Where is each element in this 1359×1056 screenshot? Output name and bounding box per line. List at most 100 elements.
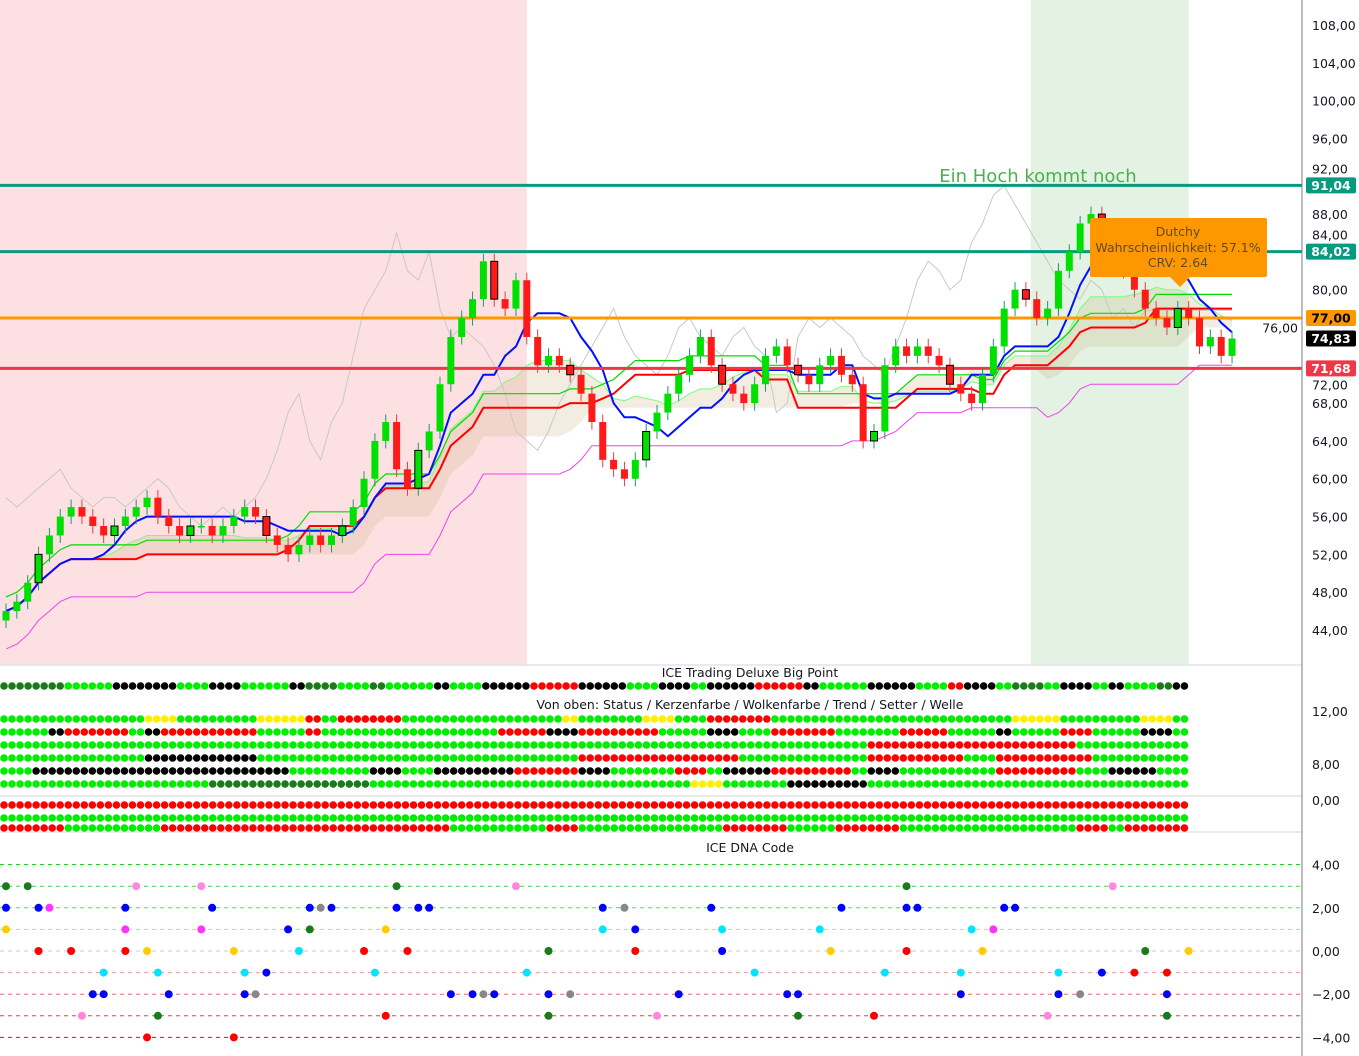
candle[interactable] xyxy=(100,526,108,536)
candle[interactable] xyxy=(382,422,390,441)
candle[interactable] xyxy=(176,526,184,536)
candle[interactable] xyxy=(816,365,824,385)
candle[interactable] xyxy=(729,384,737,394)
candle[interactable] xyxy=(1152,308,1160,319)
candle[interactable] xyxy=(989,346,997,375)
candle[interactable] xyxy=(56,516,64,536)
candle[interactable] xyxy=(295,544,303,555)
candle[interactable] xyxy=(979,374,986,404)
candle[interactable] xyxy=(827,355,835,366)
candle[interactable] xyxy=(859,384,867,441)
candle[interactable] xyxy=(78,507,86,517)
candle[interactable] xyxy=(208,526,216,536)
candle[interactable] xyxy=(2,611,10,621)
candle[interactable] xyxy=(686,355,694,375)
candle[interactable] xyxy=(436,384,444,432)
candle[interactable] xyxy=(1141,289,1149,309)
candle[interactable] xyxy=(241,507,249,517)
candle[interactable] xyxy=(751,384,759,404)
candle[interactable] xyxy=(425,431,433,451)
candle[interactable] xyxy=(675,374,683,394)
candle[interactable] xyxy=(24,582,32,602)
candle[interactable] xyxy=(1011,289,1019,309)
candle[interactable] xyxy=(393,422,401,470)
candle[interactable] xyxy=(447,336,455,385)
price-panel[interactable]: 76,00 xyxy=(0,0,1302,665)
candle[interactable] xyxy=(555,355,563,366)
candle[interactable] xyxy=(1044,308,1052,319)
candle[interactable] xyxy=(588,393,596,423)
candle[interactable] xyxy=(913,346,921,356)
candle[interactable] xyxy=(262,516,271,536)
candle[interactable] xyxy=(903,346,911,356)
candle[interactable] xyxy=(338,525,347,536)
candle[interactable] xyxy=(968,393,976,404)
candle[interactable] xyxy=(1130,270,1138,290)
candle[interactable] xyxy=(805,374,813,385)
candle[interactable] xyxy=(642,430,651,461)
candle[interactable] xyxy=(534,336,542,366)
candle[interactable] xyxy=(772,346,780,356)
candle[interactable] xyxy=(414,449,423,489)
candle[interactable] xyxy=(360,478,368,508)
candle[interactable] xyxy=(892,346,900,366)
candle[interactable] xyxy=(577,374,585,394)
price-axis[interactable]: 108,00104,00100,0096,0092,0088,0084,0080… xyxy=(1301,0,1359,1056)
candle[interactable] xyxy=(881,365,889,432)
candle[interactable] xyxy=(1173,308,1182,328)
candle[interactable] xyxy=(664,393,672,413)
candle[interactable] xyxy=(67,507,75,517)
candle[interactable] xyxy=(545,355,552,366)
candle[interactable] xyxy=(1185,308,1193,319)
candle[interactable] xyxy=(707,336,715,366)
candle[interactable] xyxy=(945,364,954,385)
candle[interactable] xyxy=(45,535,53,555)
candle[interactable] xyxy=(479,261,487,300)
candle[interactable] xyxy=(620,469,628,479)
candle[interactable] xyxy=(328,535,335,545)
candle[interactable] xyxy=(870,430,878,442)
candle[interactable] xyxy=(273,535,281,545)
candle[interactable] xyxy=(1076,223,1084,252)
candle[interactable] xyxy=(957,384,965,394)
candle[interactable] xyxy=(349,507,357,527)
candle[interactable] xyxy=(306,535,314,545)
candle[interactable] xyxy=(34,553,43,584)
candle[interactable] xyxy=(186,525,195,536)
candle[interactable] xyxy=(284,544,292,555)
candle[interactable] xyxy=(935,355,943,366)
candle[interactable] xyxy=(1065,251,1073,271)
candle[interactable] xyxy=(696,336,704,356)
candle[interactable] xyxy=(512,280,520,309)
candle[interactable] xyxy=(610,459,618,470)
candle[interactable] xyxy=(165,516,173,527)
candle[interactable] xyxy=(523,280,531,337)
candle[interactable] xyxy=(469,299,477,319)
candle[interactable] xyxy=(154,497,162,517)
candle[interactable] xyxy=(110,525,119,536)
candle[interactable] xyxy=(403,469,411,489)
candle[interactable] xyxy=(653,412,661,432)
candle[interactable] xyxy=(599,422,607,460)
candle[interactable] xyxy=(501,299,509,309)
candle[interactable] xyxy=(794,364,803,376)
candle[interactable] xyxy=(1206,336,1214,347)
candle[interactable] xyxy=(317,535,325,545)
candle[interactable] xyxy=(1163,318,1171,328)
candle[interactable] xyxy=(197,526,205,528)
candle[interactable] xyxy=(230,516,238,527)
candle[interactable] xyxy=(1054,270,1062,309)
candle[interactable] xyxy=(1228,338,1236,356)
candle[interactable] xyxy=(458,318,466,337)
candle[interactable] xyxy=(783,346,791,366)
candle[interactable] xyxy=(143,497,151,508)
candle[interactable] xyxy=(252,507,260,517)
candle[interactable] xyxy=(1000,308,1008,347)
candle[interactable] xyxy=(89,516,97,527)
candle[interactable] xyxy=(718,364,727,385)
candle[interactable] xyxy=(1033,299,1041,319)
candle[interactable] xyxy=(1196,318,1203,347)
candle[interactable] xyxy=(132,507,140,517)
candle[interactable] xyxy=(219,526,227,536)
